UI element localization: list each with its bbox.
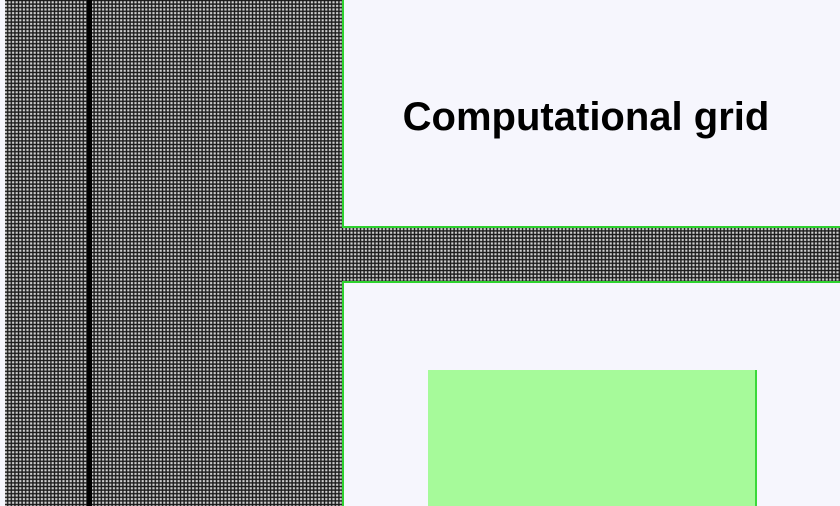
boundary-bottom <box>342 281 840 506</box>
mesh-channel <box>343 228 840 282</box>
boundary-top <box>342 0 840 228</box>
thick-grid-line <box>87 0 92 506</box>
green-region <box>428 370 757 506</box>
mesh-block <box>5 0 343 506</box>
title: Computational grid <box>403 95 770 139</box>
